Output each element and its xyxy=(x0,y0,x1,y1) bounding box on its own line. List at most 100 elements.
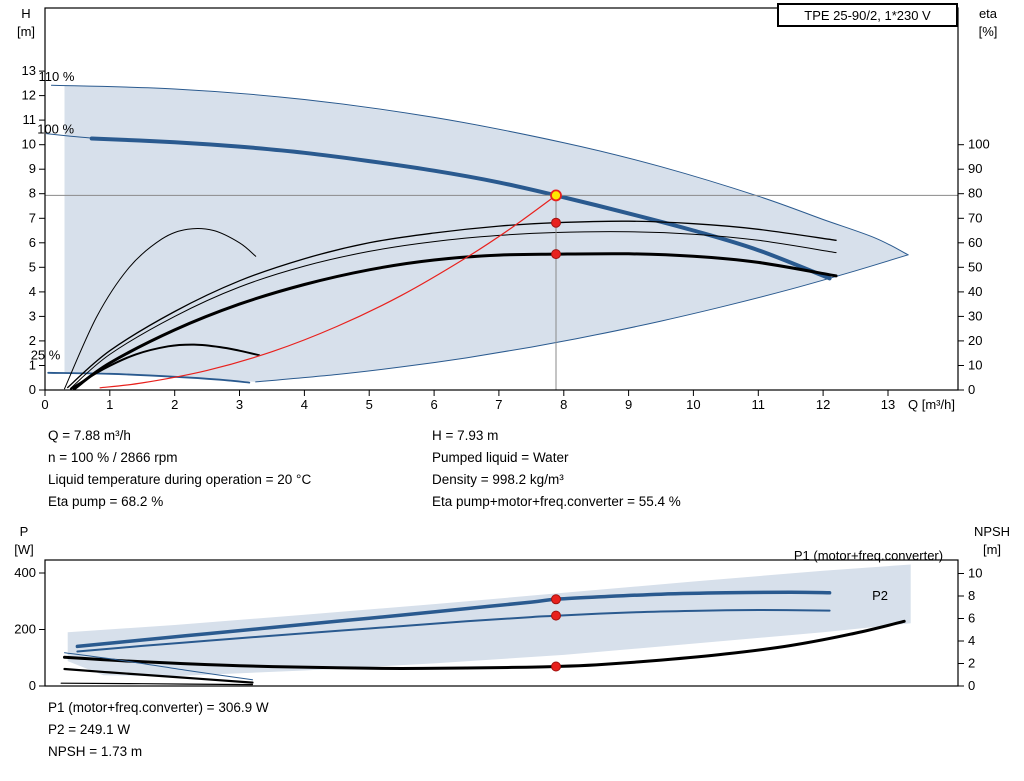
p1-speed-25-curve xyxy=(64,652,253,681)
y-right-tick-label: 20 xyxy=(968,333,982,348)
y-right-tick-label: 2 xyxy=(968,656,975,671)
duty-info-left: Q = 7.88 m³/h n = 100 % / 2866 rpm Liquid … xyxy=(48,425,311,513)
p1-point xyxy=(551,594,561,605)
curve-label: 25 % xyxy=(31,348,61,363)
pump-type-label: TPE 25-90/2, 1*230 V xyxy=(804,7,931,23)
x-tick-label: 3 xyxy=(236,397,243,412)
eta-pump-25-curve xyxy=(64,227,257,390)
speed-100-min-flow-curve xyxy=(45,133,95,139)
duty-info-line: Q = 7.88 m³/h xyxy=(48,428,131,443)
x-tick-label: 10 xyxy=(686,397,700,412)
y-left-tick-label: 9 xyxy=(29,161,36,176)
y-left-tick-label: 11 xyxy=(23,112,37,127)
curve-label: 100 % xyxy=(37,121,74,136)
x-tick-label: 4 xyxy=(301,397,308,412)
y-right-tick-label: 30 xyxy=(968,308,982,323)
p1-curve xyxy=(75,590,832,649)
operating-envelope xyxy=(64,85,909,382)
x-tick-label: 7 xyxy=(495,397,502,412)
x-tick-label: 2 xyxy=(171,397,178,412)
y-left-tick-label: 7 xyxy=(29,210,36,225)
y-left-tick-label: 2 xyxy=(29,333,36,348)
eta-total-point xyxy=(551,249,561,260)
y-right-axis-title: eta xyxy=(979,6,998,21)
x-tick-label: 1 xyxy=(106,397,113,412)
p2-speed-25-line xyxy=(60,682,254,686)
y-left-tick-label: 6 xyxy=(29,235,36,250)
power-info-line: P2 = 249.1 W xyxy=(48,722,131,737)
curve-label: P2 xyxy=(872,588,888,603)
y-left-tick-label: 1 xyxy=(29,358,36,373)
y-right-axis-title: [%] xyxy=(979,24,998,39)
eta-pump-curve xyxy=(67,220,837,389)
x-tick-label: 9 xyxy=(625,397,632,412)
y-left-tick-label: 8 xyxy=(29,186,36,201)
duty-info-line: H = 7.93 m xyxy=(432,428,499,443)
x-tick-label: 13 xyxy=(881,397,895,412)
y-right-tick-label: 90 xyxy=(968,161,982,176)
duty-point xyxy=(550,189,562,202)
x-tick-label: 12 xyxy=(816,397,830,412)
power-npsh-chart: 0 200 400 0 2 4 6 8 10 P [W] NPSH [m] P1 (motor+freq.… xyxy=(14,524,1010,692)
y-right-tick-label: 4 xyxy=(968,633,975,648)
y-right-axis-title: NPSH xyxy=(974,524,1010,539)
npsh-point xyxy=(551,661,561,672)
power-info-line: P1 (motor+freq.converter) = 306.9 W xyxy=(48,700,269,715)
x-tick-label: 11 xyxy=(752,397,766,412)
npsh-curve xyxy=(63,619,906,670)
y-right-tick-label: 40 xyxy=(968,284,982,299)
duty-info-line: Eta pump = 68.2 % xyxy=(48,494,164,509)
envelope-lower-edge xyxy=(255,254,909,383)
y-left-tick-label: 13 xyxy=(22,63,36,78)
y-left-tick-label: 400 xyxy=(14,565,36,580)
eta-pump-point xyxy=(551,217,561,228)
speed-110-curve xyxy=(51,84,909,256)
y-right-tick-label: 80 xyxy=(968,186,982,201)
y-right-tick-label: 50 xyxy=(968,259,982,274)
p2-point xyxy=(551,610,561,621)
eta-pump-motor-curve xyxy=(70,231,837,389)
curve-label: P1 (motor+freq.converter) xyxy=(794,548,943,563)
x-tick-label: 5 xyxy=(366,397,373,412)
p-speed-25-curve xyxy=(63,667,254,684)
y-left-tick-label: 12 xyxy=(22,88,36,103)
y-left-axis-title: [W] xyxy=(14,542,34,557)
y-left-tick-label: 200 xyxy=(14,622,36,637)
pump-type-box: TPE 25-90/2, 1*230 V xyxy=(777,3,958,27)
duty-info-line: Eta pump+motor+freq.converter = 55.4 % xyxy=(432,494,681,509)
y-left-axis-title: P xyxy=(20,524,29,539)
y-left-tick-label: 3 xyxy=(29,308,36,323)
y-left-tick-label: 0 xyxy=(29,678,36,692)
duty-info-line: Liquid temperature during operation = 20… xyxy=(48,472,312,487)
duty-info-line: n = 100 % / 2866 rpm xyxy=(48,450,178,465)
p2-curve xyxy=(76,609,831,653)
x-tick-label: 6 xyxy=(430,397,437,412)
y-right-axis-title: [m] xyxy=(983,542,1001,557)
power-info: P1 (motor+freq.converter) = 306.9 W P2 = … xyxy=(48,697,269,763)
eta-total-curve xyxy=(72,252,838,391)
eta-total-25-curve xyxy=(69,343,260,390)
y-left-tick-label: 10 xyxy=(22,137,36,152)
speed-100-curve xyxy=(89,136,832,281)
y-right-tick-label: 6 xyxy=(968,611,975,626)
y-right-tick-label: 0 xyxy=(968,382,975,397)
duty-info-line: Density = 998.2 kg/m³ xyxy=(432,472,564,487)
y-right-tick-label: 10 xyxy=(968,358,982,373)
x-tick-label: 0 xyxy=(41,397,48,412)
y-left-axis-title: H xyxy=(21,6,30,21)
y-right-tick-label: 10 xyxy=(968,566,982,581)
duty-info-right: H = 7.93 m Pumped liquid = Water Density =… xyxy=(432,425,681,513)
plot-border xyxy=(44,559,959,687)
hq-eta-chart: 0123456789101112130102030405060708090100… xyxy=(17,6,998,412)
y-right-tick-label: 70 xyxy=(968,210,982,225)
y-left-tick-label: 0 xyxy=(29,382,36,397)
y-left-tick-label: 4 xyxy=(29,284,36,299)
x-axis-title: Q [m³/h] xyxy=(908,397,955,412)
y-left-tick-label: 5 xyxy=(29,259,36,274)
duty-info-line: Pumped liquid = Water xyxy=(432,450,569,465)
y-right-tick-label: 60 xyxy=(968,235,982,250)
plot-border xyxy=(44,7,959,391)
y-right-tick-label: 0 xyxy=(968,678,975,692)
curve-label: 110 % xyxy=(39,69,75,84)
